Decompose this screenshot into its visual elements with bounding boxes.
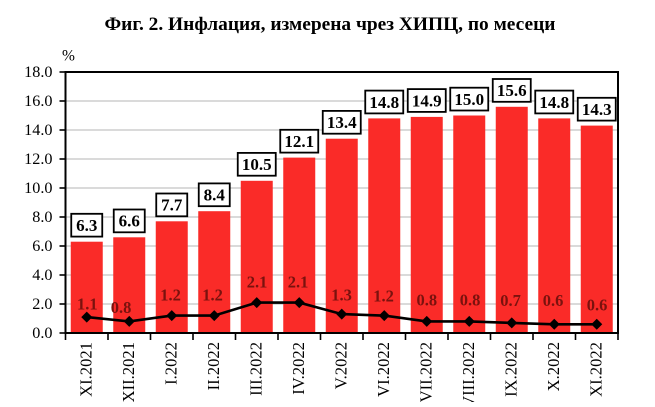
svg-text:XII.2021: XII.2021 [119, 342, 138, 402]
svg-text:2.0: 2.0 [32, 295, 52, 313]
svg-text:%: % [62, 48, 75, 65]
svg-text:0.6: 0.6 [543, 291, 564, 310]
svg-text:VIII.2022: VIII.2022 [459, 342, 478, 402]
svg-text:2.1: 2.1 [288, 273, 309, 292]
svg-text:12.1: 12.1 [284, 132, 314, 151]
svg-text:XI.2022: XI.2022 [587, 342, 606, 397]
svg-text:0.6: 0.6 [587, 296, 608, 315]
svg-text:10.5: 10.5 [242, 155, 272, 174]
svg-text:8.0: 8.0 [32, 208, 52, 226]
svg-text:0.8: 0.8 [111, 298, 132, 317]
svg-text:6.6: 6.6 [119, 212, 140, 231]
svg-text:1.2: 1.2 [202, 286, 223, 305]
svg-text:12.0: 12.0 [24, 150, 52, 168]
svg-text:1.3: 1.3 [331, 285, 352, 304]
svg-text:XI.2021: XI.2021 [77, 342, 96, 397]
svg-text:14.3: 14.3 [582, 100, 612, 119]
svg-text:1.1: 1.1 [77, 295, 98, 314]
svg-text:X.2022: X.2022 [544, 342, 563, 391]
svg-text:0.7: 0.7 [500, 291, 521, 310]
svg-text:I.2022: I.2022 [162, 342, 181, 385]
svg-text:IX.2022: IX.2022 [502, 342, 521, 397]
svg-text:15.6: 15.6 [497, 81, 527, 100]
svg-text:13.4: 13.4 [327, 113, 357, 132]
svg-text:6.3: 6.3 [76, 216, 97, 235]
svg-text:18.0: 18.0 [24, 63, 52, 81]
svg-text:1.2: 1.2 [373, 287, 394, 306]
svg-text:0.8: 0.8 [416, 291, 437, 310]
svg-text:14.0: 14.0 [24, 121, 52, 139]
svg-text:V.2022: V.2022 [332, 342, 351, 389]
svg-text:Фиг. 2. Инфлация, измерена чре: Фиг. 2. Инфлация, измерена чрез ХИПЦ, по… [105, 14, 556, 35]
svg-text:8.4: 8.4 [204, 186, 226, 205]
svg-text:III.2022: III.2022 [247, 342, 266, 396]
svg-text:15.0: 15.0 [454, 90, 484, 109]
svg-text:IV.2022: IV.2022 [289, 342, 308, 395]
svg-text:14.8: 14.8 [369, 93, 399, 112]
svg-text:2.1: 2.1 [247, 273, 268, 292]
svg-text:16.0: 16.0 [24, 92, 52, 110]
svg-text:4.0: 4.0 [32, 266, 52, 284]
svg-text:VI.2022: VI.2022 [374, 342, 393, 397]
svg-text:0.0: 0.0 [32, 324, 52, 342]
svg-text:1.2: 1.2 [160, 286, 181, 305]
svg-text:14.8: 14.8 [539, 93, 569, 112]
svg-text:10.0: 10.0 [24, 179, 52, 197]
svg-text:14.9: 14.9 [412, 91, 442, 110]
svg-text:0.8: 0.8 [460, 291, 481, 310]
svg-text:VII.2022: VII.2022 [417, 342, 436, 402]
svg-text:II.2022: II.2022 [204, 342, 223, 390]
svg-text:6.0: 6.0 [32, 237, 52, 255]
svg-text:7.7: 7.7 [161, 196, 183, 215]
